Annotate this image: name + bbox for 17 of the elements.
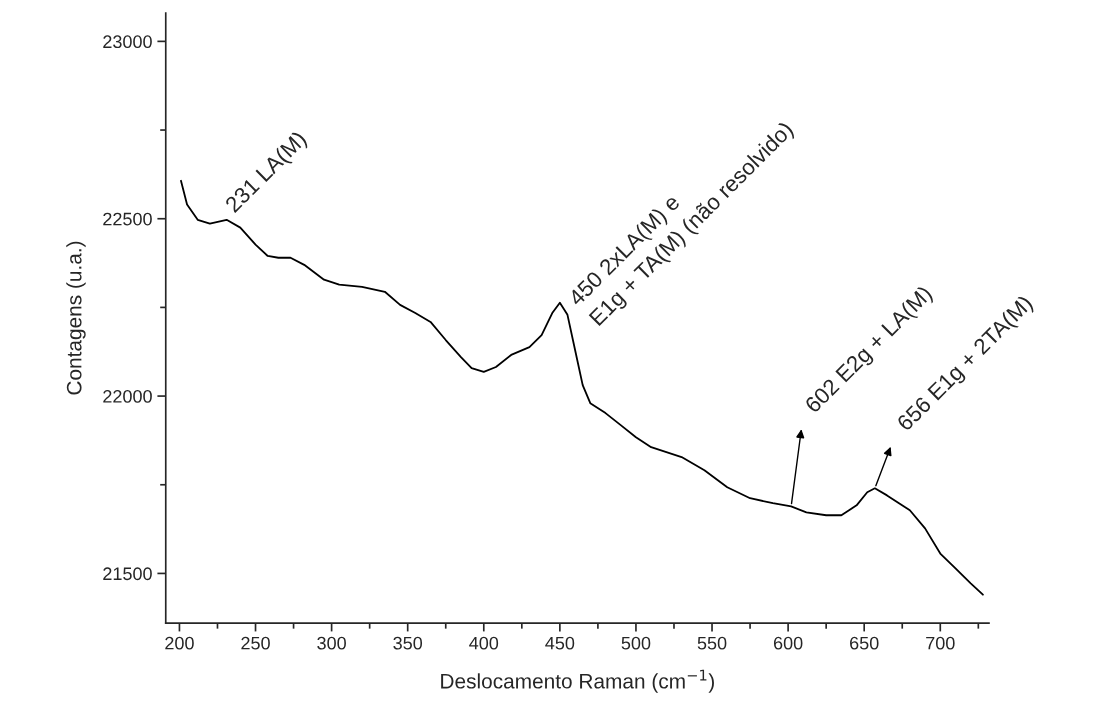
y-tick-label: 22500 <box>103 212 152 226</box>
y-tick-label: 22000 <box>103 390 152 403</box>
x-tick-label: 500 <box>621 636 651 650</box>
x-tick-label: 250 <box>241 636 270 650</box>
x-tick-label: 650 <box>850 636 879 650</box>
y-axis-title: Contagens (u.a.) <box>66 241 86 395</box>
x-tick-label: 350 <box>393 636 423 650</box>
x-axis-title: Deslocamento Raman (cm$^{−1}$) <box>441 669 714 693</box>
x-tick-label: 300 <box>317 636 346 650</box>
x-tick-label: 450 <box>545 636 575 650</box>
x-tick-label: 400 <box>469 636 499 650</box>
x-tick-label: 600 <box>773 636 803 650</box>
y-tick-label: 23000 <box>103 35 152 49</box>
x-tick-label: 200 <box>165 636 194 650</box>
y-tick-label: 21500 <box>103 567 152 581</box>
x-tick-label: 550 <box>697 636 727 650</box>
x-tick-label: 700 <box>926 636 955 650</box>
